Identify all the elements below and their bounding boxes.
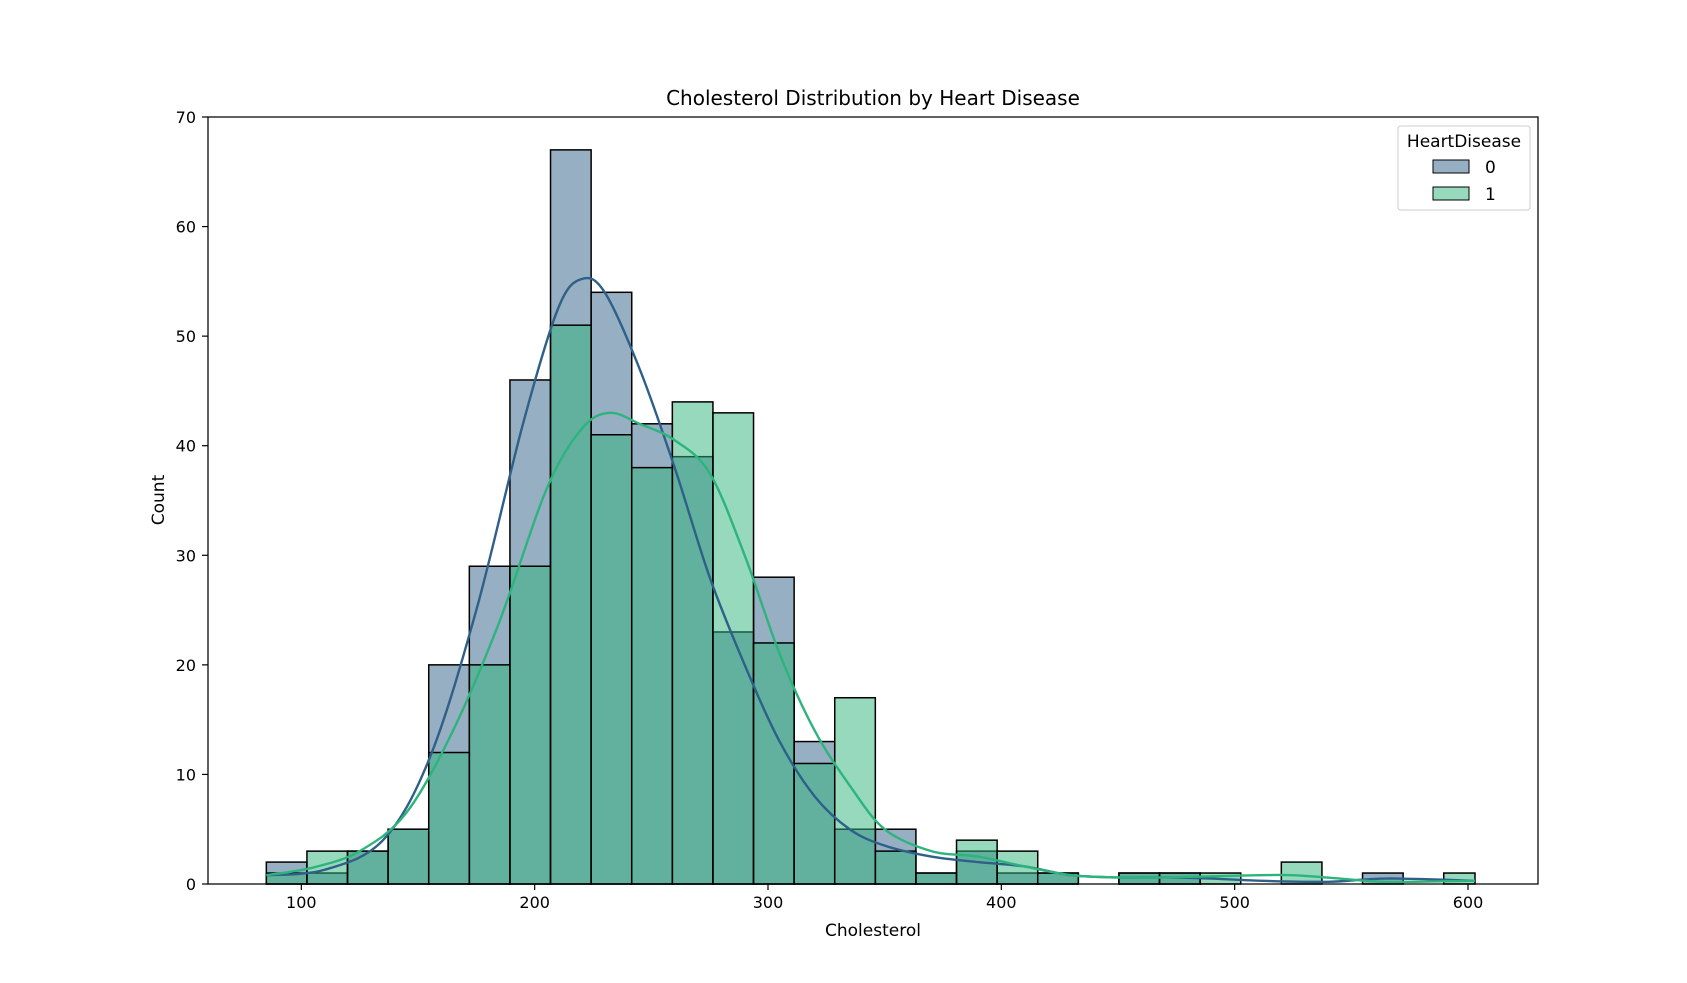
legend-label-1: 1 [1485,185,1496,205]
bar-series-1-bin-4 [427,751,471,885]
bar-series-1-bin-14 [833,696,877,885]
bar-series-1-bin-2 [346,850,389,885]
bar-series-1-bin-5 [468,664,511,885]
x-tick-label: 600 [1453,893,1484,912]
bar-series-1-bin-10 [671,401,714,885]
bar-series-1-bin-11 [712,412,755,885]
y-axis-label: Count [149,474,169,525]
bar-series-1-bin-15 [874,850,917,885]
kde-layer [266,276,1476,884]
y-tick-label: 10 [176,765,196,784]
bar-series-1-bin-13 [793,762,836,885]
y-tick-label: 40 [176,437,196,456]
x-tick-label: 500 [1219,893,1250,912]
bar-series-1-bin-3 [387,828,430,885]
x-axis: 100 200 300 400 500 600 [286,884,1483,912]
legend: HeartDisease 0 1 [1397,125,1531,211]
y-tick-label: 20 [176,656,196,675]
y-tick-label: 0 [186,875,196,894]
plot-frame [207,116,1539,885]
x-axis-label: Cholesterol [825,921,921,941]
y-tick-label: 30 [176,546,196,565]
x-tick-label: 100 [286,893,317,912]
bar-series-1-bin-9 [630,466,674,885]
y-tick-label: 60 [176,218,196,237]
x-tick-label: 300 [753,893,784,912]
bar-series-1-bin-12 [752,642,795,885]
y-tick-label: 50 [176,327,196,346]
bar-series-1-bin-16 [915,872,958,885]
x-tick-label: 400 [986,893,1017,912]
y-tick-label: 70 [176,108,196,127]
bar-series-1-bin-18 [996,850,1039,885]
legend-label-0: 0 [1485,158,1496,178]
bars-layer [265,149,1476,885]
legend-title: HeartDisease [1407,132,1521,152]
y-axis: 0 10 20 30 40 50 60 70 [176,108,208,894]
legend-swatch-0 [1432,159,1470,174]
bar-series-1-bin-8 [590,434,633,885]
x-tick-label: 200 [519,893,550,912]
bar-series-1-bin-7 [549,324,592,885]
legend-swatch-1 [1432,186,1470,201]
kde-line-series-1 [266,411,1476,884]
bar-series-1-bin-6 [509,565,552,885]
chart-title: Cholesterol Distribution by Heart Diseas… [666,86,1080,110]
